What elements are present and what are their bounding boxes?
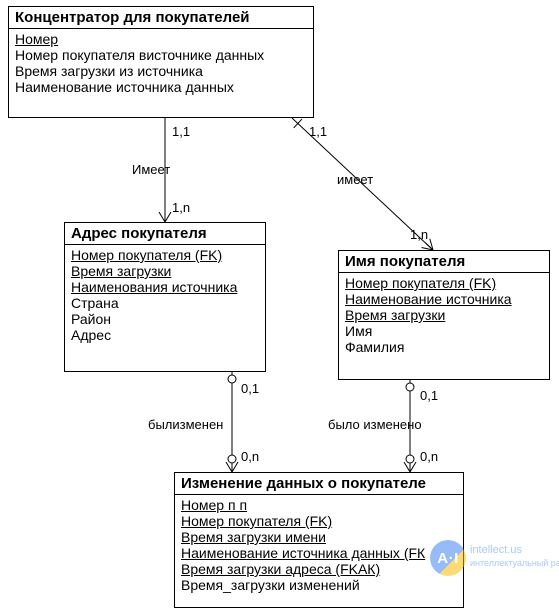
cardinality-label: 1,n bbox=[410, 227, 428, 242]
attribute: Номер покупателя (FK) bbox=[345, 275, 543, 291]
relationship-label: имеет bbox=[337, 172, 373, 187]
cardinality-label: 0,n bbox=[420, 449, 438, 464]
cardinality-label: 1,1 bbox=[172, 124, 190, 139]
entity-body: Номер покупателя (FK)Наименование источн… bbox=[339, 273, 549, 359]
cardinality-label: 1,1 bbox=[309, 124, 327, 139]
attribute: Адрес bbox=[71, 327, 259, 343]
attribute: Наименования источника bbox=[71, 279, 259, 295]
attribute: Время загрузки из источника bbox=[15, 63, 307, 79]
entity-body: Номер п пНомер покупателя (FK)Время загр… bbox=[175, 495, 463, 597]
attribute: Время загрузки адреса (FKАК) bbox=[181, 561, 457, 577]
entity-title: Концентратор для покупателей bbox=[9, 7, 313, 29]
attribute: Район bbox=[71, 311, 259, 327]
entity-name: Имя покупателяНомер покупателя (FK)Наиме… bbox=[338, 250, 550, 380]
watermark-text: intellect.us bbox=[470, 544, 522, 556]
attribute: Номер покупателя висточнике данных bbox=[15, 47, 307, 63]
attribute: Номер п п bbox=[181, 497, 457, 513]
attribute: Имя bbox=[345, 323, 543, 339]
entity-hub: Концентратор для покупателейНомерНомер п… bbox=[8, 6, 314, 118]
relationship-label: Имеет bbox=[132, 162, 170, 177]
entity-title: Изменение данных о покупателе bbox=[175, 473, 463, 495]
attribute: Время загрузки имени bbox=[181, 529, 457, 545]
relationship-label: былизменен bbox=[148, 417, 223, 432]
attribute: Номер покупателя (FK) bbox=[181, 513, 457, 529]
watermark-subtext: интеллектуальный разум bbox=[470, 558, 559, 568]
attribute: Наименование источника bbox=[345, 291, 543, 307]
attribute: Страна bbox=[71, 295, 259, 311]
entity-body: Номер покупателя (FK)Время загрузкиНаиме… bbox=[65, 245, 265, 347]
attribute: Наименование источника данных bbox=[15, 79, 307, 95]
entity-title: Имя покупателя bbox=[339, 251, 549, 273]
watermark-logo: A·I bbox=[430, 540, 466, 576]
entity-change: Изменение данных о покупателеНомер п пНо… bbox=[174, 472, 464, 608]
attribute: Номер покупателя (FK) bbox=[71, 247, 259, 263]
attribute: Время_загрузки изменений bbox=[181, 577, 457, 593]
cardinality-label: 0,n bbox=[241, 449, 259, 464]
cardinality-label: 0,1 bbox=[241, 381, 259, 396]
entity-title: Адрес покупателя bbox=[65, 223, 265, 245]
attribute: Время загрузки bbox=[71, 263, 259, 279]
entity-addr: Адрес покупателяНомер покупателя (FK)Вре… bbox=[64, 222, 266, 372]
attribute: Фамилия bbox=[345, 339, 543, 355]
attribute: Номер bbox=[15, 31, 307, 47]
cardinality-label: 0,1 bbox=[420, 388, 438, 403]
relationship-label: было изменено bbox=[328, 417, 422, 432]
entity-body: НомерНомер покупателя висточнике данныхВ… bbox=[9, 29, 313, 99]
attribute: Время загрузки bbox=[345, 307, 543, 323]
cardinality-label: 1,n bbox=[172, 200, 190, 215]
attribute: Наименование источника данных (FК bbox=[181, 545, 457, 561]
